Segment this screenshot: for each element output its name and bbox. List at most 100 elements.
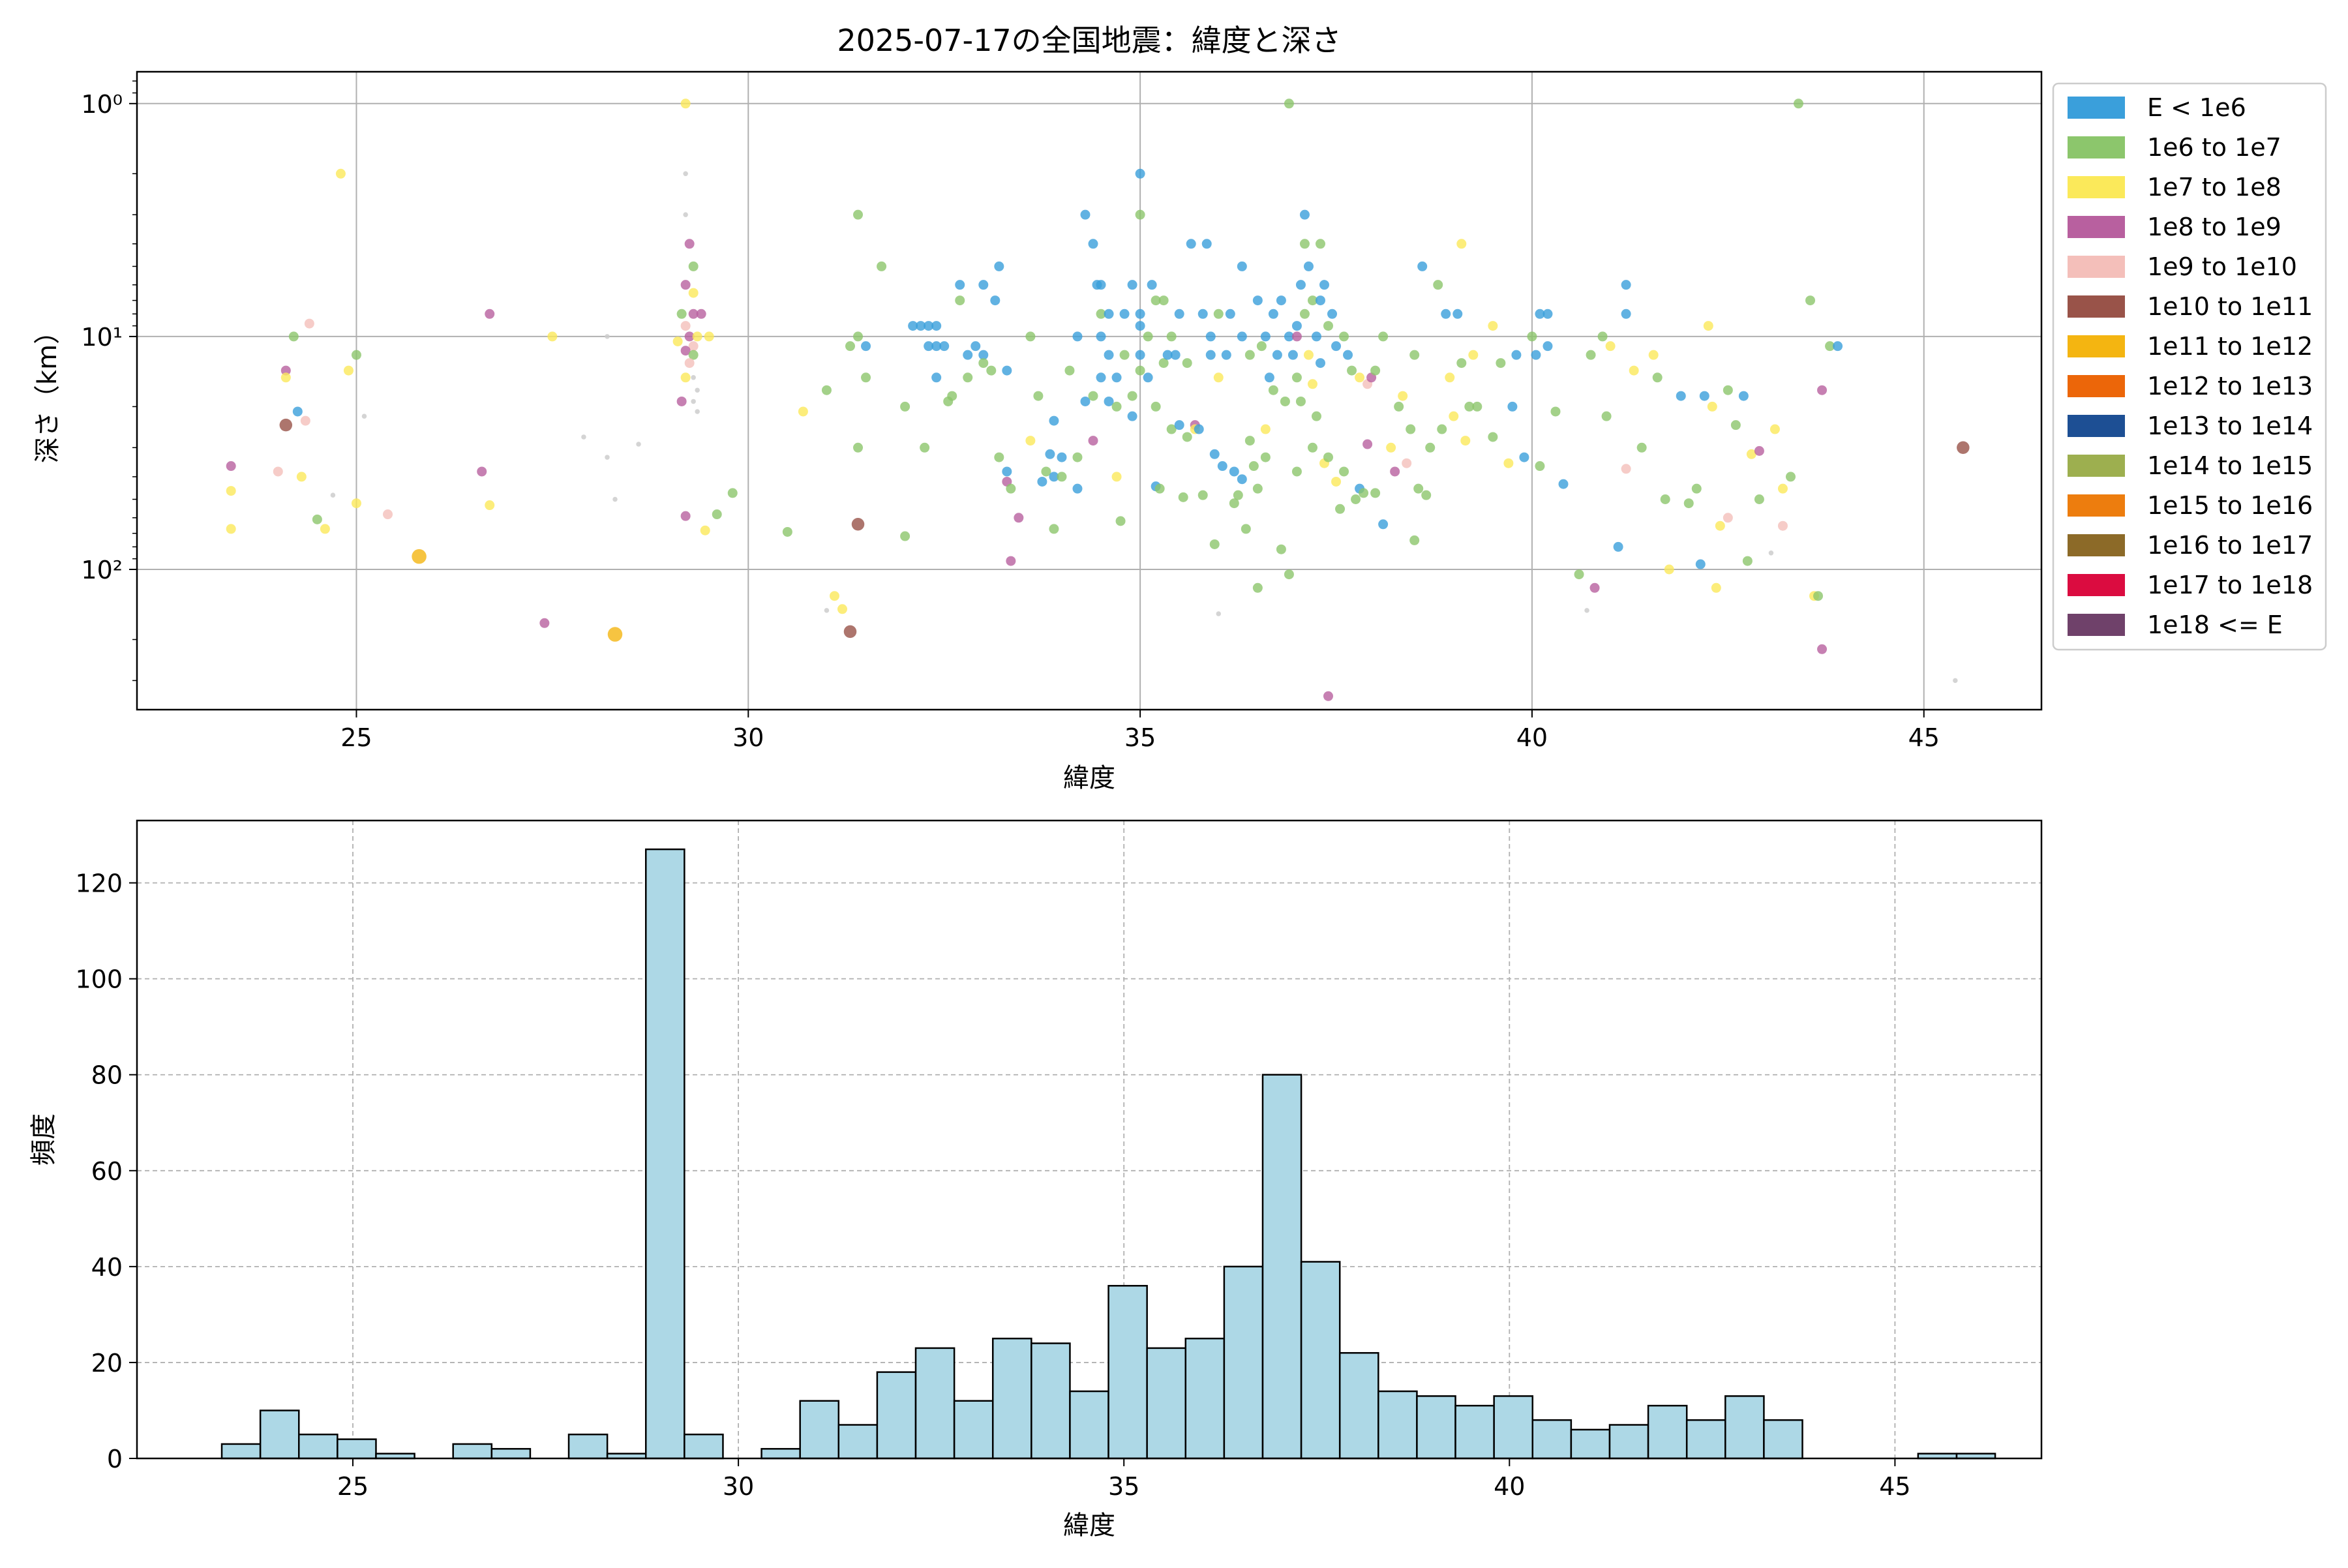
scatter-point <box>1390 466 1400 477</box>
histogram-bar <box>1031 1342 1071 1460</box>
scatter-point <box>1225 309 1235 319</box>
scatter-point <box>1299 209 1310 220</box>
scatter-point <box>851 518 865 531</box>
legend-swatch <box>2068 216 2125 238</box>
scatter-point <box>279 418 293 432</box>
scatter-point <box>1151 295 1161 306</box>
scatter-points <box>226 98 1970 701</box>
scatter-point <box>1543 309 1553 319</box>
scatter-point <box>1417 261 1428 271</box>
scatter-point <box>304 318 314 329</box>
scatter-point <box>695 387 700 393</box>
scatter-point <box>1825 341 1835 352</box>
scatter-point <box>1629 365 1639 376</box>
scatter-point <box>978 280 989 290</box>
scatter-point <box>1664 564 1674 575</box>
scatter-point <box>1209 449 1220 459</box>
scatter-point <box>1319 280 1329 290</box>
scatter-point <box>1135 168 1145 179</box>
histogram-x-tick-label: 25 <box>337 1472 369 1501</box>
scatter-point <box>680 511 691 521</box>
scatter-point <box>939 341 950 352</box>
scatter-point <box>695 409 700 414</box>
scatter-point <box>1768 550 1774 556</box>
scatter-point <box>1002 466 1012 477</box>
scatter-point <box>1104 396 1114 406</box>
scatter-point <box>1589 582 1600 593</box>
scatter-point <box>1359 488 1369 498</box>
legend-swatch <box>2068 614 2125 636</box>
legend-label: 1e12 to 1e13 <box>2147 372 2313 400</box>
histogram-bar <box>1685 1419 1726 1460</box>
scatter-point <box>1723 385 1733 395</box>
legend-swatch <box>2068 534 2125 556</box>
scatter-point <box>1284 331 1294 342</box>
scatter-point <box>1805 295 1816 306</box>
scatter-point <box>1143 372 1153 383</box>
scatter-point <box>853 331 864 342</box>
scatter-point <box>1303 261 1314 271</box>
scatter-point <box>1135 321 1145 331</box>
scatter-point <box>824 608 830 613</box>
scatter-point <box>877 261 887 271</box>
scatter-point <box>1409 535 1420 545</box>
scatter-point <box>978 350 989 360</box>
scatter-point <box>1527 331 1537 342</box>
histogram-bar <box>1647 1404 1688 1460</box>
histogram-bar <box>876 1371 917 1460</box>
scatter-point <box>1460 436 1471 446</box>
scatter-point <box>1135 350 1145 360</box>
scatter-point <box>1746 449 1756 459</box>
histogram-x-tick-label: 30 <box>723 1472 754 1501</box>
histogram-bar <box>1454 1404 1495 1460</box>
scatter-point <box>688 261 699 271</box>
scatter-point <box>1252 295 1263 306</box>
scatter-point <box>691 399 696 404</box>
histogram-bar <box>1416 1395 1456 1460</box>
scatter-point <box>1127 391 1137 401</box>
scatter-point <box>280 365 291 376</box>
scatter-point <box>1531 350 1541 360</box>
legend-swatch <box>2068 415 2125 437</box>
scatter-point <box>853 442 864 453</box>
scatter-point <box>1584 608 1589 613</box>
scatter-point <box>383 509 393 520</box>
scatter-point <box>1699 391 1709 401</box>
scatter-point <box>1472 401 1483 412</box>
scatter-point <box>1456 358 1467 369</box>
scatter-point <box>1174 309 1184 319</box>
scatter-point <box>485 309 495 319</box>
scatter-point <box>1291 466 1302 477</box>
scatter-point <box>924 321 934 331</box>
histogram-bar <box>837 1424 879 1460</box>
scatter-point <box>1311 411 1321 421</box>
histogram-panel: 25 30 35 40 45 0 20 40 60 80 100 120 緯度 頻度 <box>29 819 2043 1541</box>
scatter-point <box>1268 309 1278 319</box>
scatter-point <box>1362 439 1373 449</box>
scatter-point <box>1738 391 1749 401</box>
legend-label: E < 1e6 <box>2147 93 2246 122</box>
scatter-point <box>1037 476 1047 487</box>
scatter-point <box>1237 331 1247 342</box>
scatter-point <box>1049 472 1059 482</box>
scatter-point <box>1691 483 1702 494</box>
scatter-point <box>1311 331 1321 342</box>
scatter-point <box>963 372 973 383</box>
scatter-point <box>1327 309 1338 319</box>
histogram-bar <box>1608 1424 1649 1460</box>
scatter-point <box>680 372 691 383</box>
scatter-x-label: 緯度 <box>1063 763 1115 793</box>
scatter-point <box>1045 449 1055 459</box>
histogram-x-tick-label: 40 <box>1494 1472 1525 1501</box>
scatter-point <box>931 372 942 383</box>
scatter-point <box>1080 396 1091 406</box>
scatter-point <box>1147 280 1157 290</box>
scatter-point <box>412 549 427 564</box>
scatter-point <box>1347 365 1357 376</box>
scatter-point <box>1370 488 1381 498</box>
scatter-point <box>1636 442 1647 453</box>
scatter-x-tick-label: 40 <box>1516 723 1548 752</box>
scatter-point <box>1394 401 1404 412</box>
histogram-bar <box>452 1443 493 1460</box>
scatter-point <box>1715 520 1725 531</box>
